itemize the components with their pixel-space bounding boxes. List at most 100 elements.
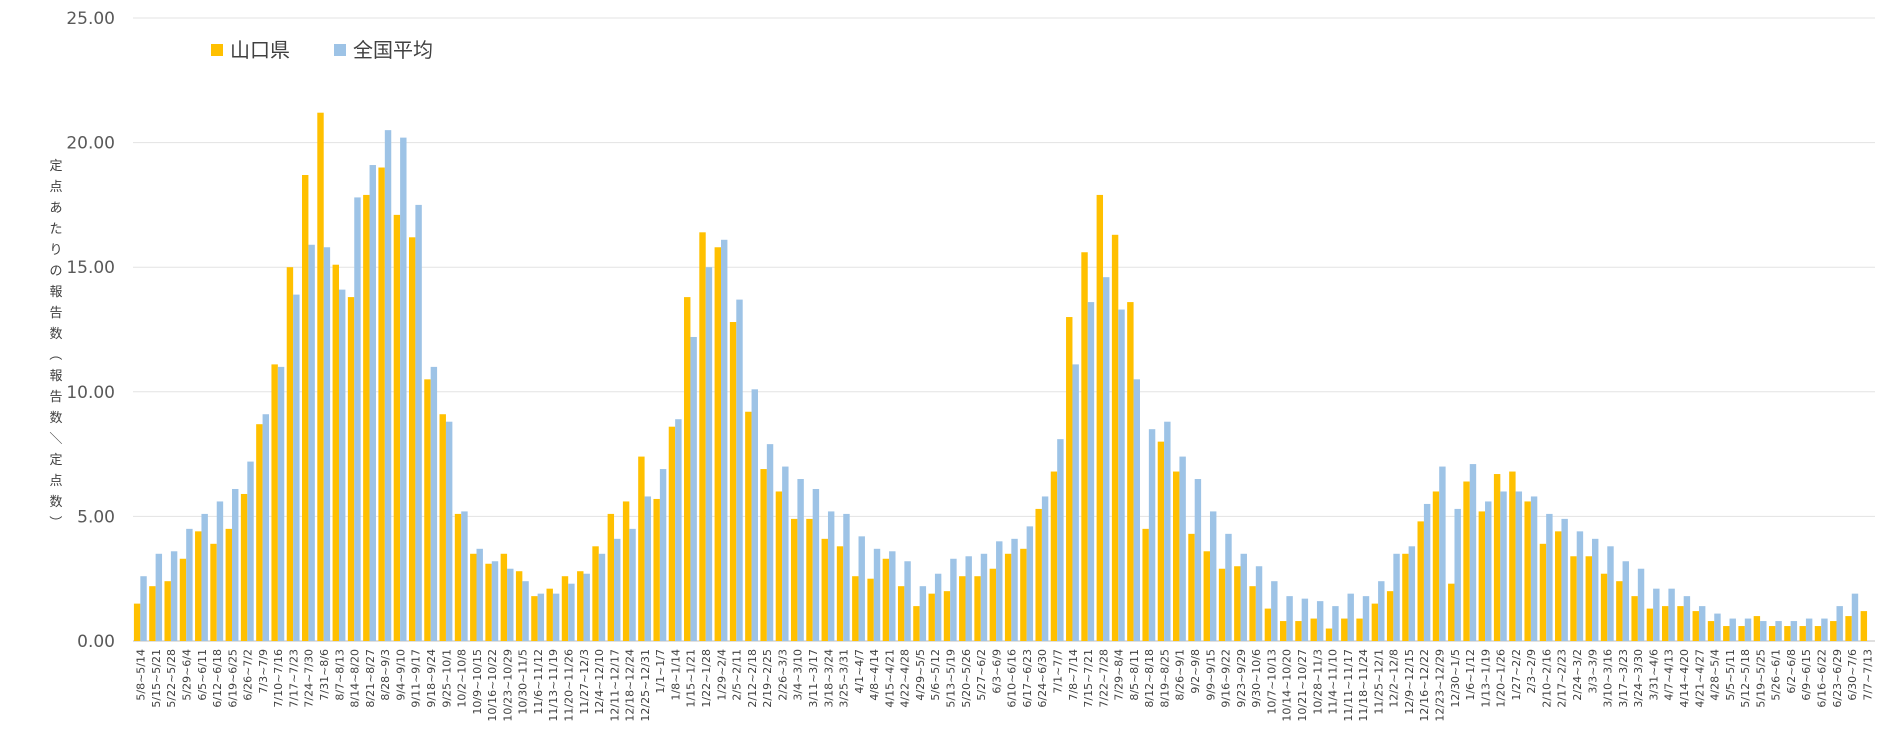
bar-national [1698, 606, 1706, 641]
x-tick-label: 9/30~10/6 [1250, 649, 1263, 708]
y-tick-label: 25.00 [66, 9, 115, 29]
bar-yamaguchi [470, 553, 477, 641]
x-tick-label: 2/12~2/18 [746, 649, 759, 708]
bar-national [1576, 531, 1584, 641]
x-tick-label: 2/26~3/3 [776, 649, 789, 701]
bar-yamaguchi [852, 576, 859, 641]
bar-yamaguchi [638, 456, 645, 641]
bar-national [415, 204, 422, 641]
bar-yamaguchi [546, 588, 553, 641]
bar-yamaguchi [1845, 616, 1852, 641]
bar-yamaguchi [1371, 603, 1379, 641]
x-tick-label: 5/26~6/1 [1770, 649, 1783, 701]
bar-yamaguchi [1631, 596, 1638, 641]
bar-national [232, 488, 239, 641]
x-tick-label: 3/10~3/16 [1602, 649, 1615, 708]
bar-national [1851, 593, 1859, 641]
bar-yamaguchi [1646, 608, 1654, 641]
x-tick-label: 8/7~8/13 [333, 649, 346, 701]
bar-yamaguchi [1463, 481, 1470, 641]
bar-national [277, 366, 285, 641]
bar-yamaguchi [821, 538, 828, 641]
bar-national [293, 294, 300, 641]
bar-yamaguchi [1111, 234, 1119, 642]
x-tick-label: 6/5~6/11 [196, 649, 209, 701]
bar-yamaguchi [1753, 616, 1761, 641]
bar-yamaguchi [424, 379, 431, 641]
x-tick-label: 5/13~5/19 [945, 649, 958, 708]
bar-national [1347, 593, 1354, 641]
x-tick-label: 6/23~6/29 [1831, 649, 1844, 708]
bar-national [522, 581, 529, 641]
y-axis-label-char: 点 [49, 474, 62, 489]
bar-national [445, 421, 453, 641]
bar-yamaguchi [882, 558, 890, 641]
x-tick-label: 4/7~4/13 [1663, 649, 1676, 701]
bar-yamaguchi [1081, 252, 1088, 641]
x-tick-label: 3/11~3/17 [807, 649, 820, 708]
y-axis-label-char: 点 [49, 180, 62, 195]
x-tick-label: 11/13~11/19 [547, 649, 560, 722]
y-axis-label-char: た [49, 222, 62, 237]
bar-national [1072, 364, 1079, 641]
bar-yamaguchi [378, 167, 385, 641]
x-tick-label: 6/17~6/23 [1021, 649, 1034, 708]
legend: 山口県 全国平均 [170, 30, 470, 68]
bar-yamaguchi [1524, 501, 1531, 641]
bar-yamaguchi [959, 576, 966, 641]
x-tick-label: 5/5~5/11 [1724, 649, 1737, 701]
bar-yamaguchi [1386, 591, 1394, 641]
x-tick-label: 1/1~1/7 [654, 649, 667, 694]
bar-yamaguchi [1432, 491, 1440, 641]
bar-yamaguchi [195, 531, 202, 641]
bar-yamaguchi [653, 498, 660, 641]
bar-national [552, 593, 560, 641]
x-tick-label: 6/26~7/2 [242, 649, 255, 701]
bar-yamaguchi [684, 297, 691, 641]
bar-national [782, 466, 789, 641]
bar-yamaguchi [760, 469, 767, 641]
x-tick-label: 4/29~5/5 [914, 649, 927, 701]
bar-yamaguchi [1509, 471, 1516, 641]
bar-national [1408, 546, 1416, 641]
x-tick-label: 10/30~11/5 [517, 649, 530, 715]
y-axis-label-char: 数 [49, 411, 62, 426]
x-tick-label: 6/30~7/6 [1846, 649, 1859, 701]
x-tick-label: 10/23~10/29 [501, 649, 514, 722]
gridlines [133, 17, 1875, 642]
x-tick-label: 4/8~4/14 [868, 649, 881, 701]
y-axis-label-char: 告 [49, 306, 62, 321]
y-tick-label: 5.00 [77, 507, 115, 527]
legend-label-yamaguchi: 山口県 [230, 38, 290, 62]
bar-national [950, 558, 957, 641]
bar-national [461, 511, 468, 641]
legend-swatch-national [334, 44, 346, 56]
bar-national [201, 513, 208, 641]
bar-national [369, 165, 376, 641]
x-tick-label: 2/17~2/23 [1556, 649, 1569, 708]
x-tick-label: 1/22~1/28 [700, 649, 713, 708]
bar-national [1103, 277, 1110, 641]
bar-yamaguchi [1173, 471, 1180, 641]
bar-national [1316, 601, 1324, 641]
bar-national [491, 561, 499, 641]
x-tick-label: 5/12~5/18 [1739, 649, 1752, 708]
x-tick-label: 8/19~8/25 [1158, 649, 1171, 708]
x-tick-label: 8/12~8/18 [1143, 649, 1156, 708]
bar-national [1378, 581, 1385, 641]
bar-yamaguchi [1050, 471, 1058, 641]
x-axis-ticks: 5/8~5/14 5/15~5/21 5/22~5/28 5/29~6/4 6/5~6/… [135, 649, 1875, 722]
x-tick-label: 2/3~2/9 [1525, 649, 1538, 694]
x-tick-label: 4/14~4/20 [1678, 649, 1691, 708]
bar-national [1026, 526, 1034, 641]
bar-yamaguchi [836, 546, 844, 641]
bar-yamaguchi [302, 175, 309, 641]
x-tick-label: 1/27~2/2 [1510, 649, 1523, 701]
bar-national [934, 573, 942, 641]
bar-yamaguchi [1814, 626, 1822, 641]
bar-national [1423, 503, 1431, 641]
bar-yamaguchi [745, 411, 752, 641]
bar-national [1041, 496, 1049, 641]
